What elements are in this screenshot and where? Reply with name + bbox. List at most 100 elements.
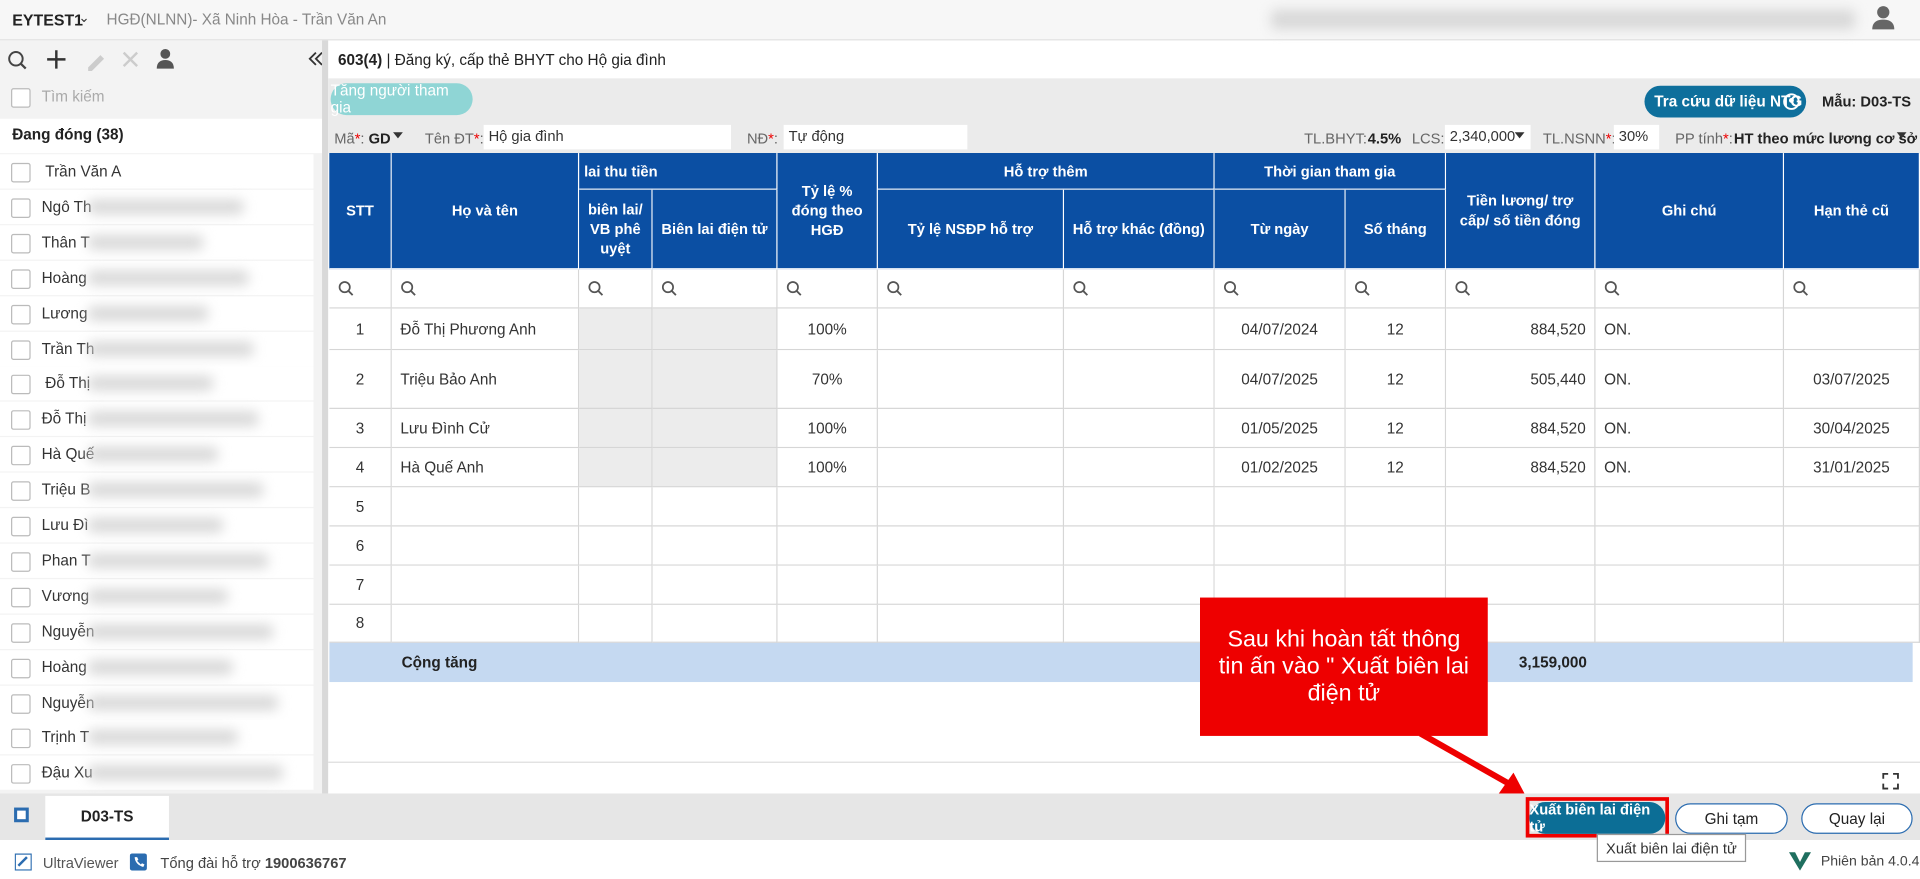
field-input[interactable]: Hộ gia đình [483,124,732,150]
item-checkbox[interactable] [11,445,31,466]
item-checkbox[interactable] [11,658,31,678]
filter-cell[interactable] [391,269,580,309]
version: Phiên bản 4.0.4 [1820,854,1920,870]
context: HGĐ(NLNN)- Xã Ninh Hòa - Trần Văn An [106,11,387,29]
select-all-checkbox[interactable] [11,88,31,108]
field-value[interactable]: GD [368,129,391,147]
item-checkbox[interactable] [11,233,31,254]
item-name[interactable]: Trần Văn A [45,162,122,181]
app-name[interactable]: EYTEST1 [12,11,84,30]
item-checkbox[interactable] [11,693,31,714]
required-mark: * [354,129,361,147]
filter-cell[interactable] [579,269,653,309]
filter-cell[interactable] [1446,269,1596,309]
column-header: Biên lai điện tử [652,189,778,270]
table-cell [1446,487,1596,527]
dropdown-arrow[interactable] [1896,132,1907,139]
back-button[interactable]: Quay lại [1801,803,1913,834]
item-checkbox[interactable] [11,516,31,537]
dropdown-arrow[interactable] [1514,132,1525,139]
blurred-name [88,447,218,462]
item-checkbox[interactable] [11,269,31,289]
form-name: | Đăng ký, cấp thẻ BHYT cho Hộ gia đình [386,51,666,69]
table-cell: ON. [1595,408,1785,449]
user-icon[interactable] [1871,5,1895,32]
fullscreen-icon[interactable] [1882,772,1899,790]
table-cell [1064,565,1215,605]
table-cell [877,448,1065,488]
item-checkbox[interactable] [11,198,31,218]
save-draft-button[interactable]: Ghi tạm [1675,803,1788,834]
item-name[interactable]: Hà Quế [41,445,95,464]
item-name[interactable]: Ngô Th [41,198,92,216]
item-checkbox[interactable] [11,587,31,608]
item-name[interactable]: Hoàng [41,269,87,287]
item-checkbox[interactable] [11,481,31,501]
item-name[interactable]: Vương [41,587,90,605]
table-cell [1064,487,1215,527]
item-name[interactable]: Triệu B [41,481,91,499]
field-input[interactable]: Tự động [783,124,968,150]
item-checkbox[interactable] [11,339,31,360]
table-cell [777,487,878,527]
table-cell: 5 [329,487,392,527]
item-name[interactable]: Phan T [41,552,91,570]
add-participant-button[interactable]: Tăng người tham gia [330,82,473,116]
filter-cell[interactable] [1784,269,1920,309]
item-checkbox[interactable] [11,764,31,785]
item-name[interactable]: Đỗ Thị [45,375,91,393]
table-cell [777,565,878,605]
table-cell [652,350,778,409]
item-checkbox[interactable] [11,410,31,431]
lookup-button[interactable]: Tra cứu dữ liệu NTG [1644,85,1807,118]
item-name[interactable]: Thân T [41,233,90,251]
item-name[interactable]: Đỗ Thị [41,410,87,428]
filter-cell[interactable] [329,269,392,309]
item-checkbox[interactable] [11,304,31,324]
filter-cell[interactable] [1345,269,1447,309]
group-label[interactable]: Đang đóng (38) [12,126,123,143]
table-cell: 8 [329,604,392,643]
dropdown-arrow[interactable] [393,132,403,139]
item-checkbox[interactable] [11,729,31,749]
item-checkbox[interactable] [11,552,31,572]
table-cell [391,487,580,527]
field-value[interactable]: 4.5% [1367,129,1402,147]
filter-cell[interactable] [1595,269,1785,309]
field-input[interactable]: 30% [1613,124,1660,150]
item-name[interactable]: Nguyễn [41,622,95,641]
label-colon: : [360,129,365,147]
table-cell [1064,448,1215,488]
filter-cell[interactable] [777,269,878,309]
item-name[interactable]: Lưu Đì [41,516,89,534]
filter-cell[interactable] [1214,269,1346,309]
item-checkbox[interactable] [11,375,31,395]
field-value[interactable]: HT theo mức lương cơ sở [1733,129,1918,147]
column-header: Hỗ trợ khác (đồng) [1064,189,1215,270]
tab[interactable]: D03-TS [45,795,169,841]
table-cell: 884,520 [1446,308,1596,351]
filter-cell[interactable] [877,269,1065,309]
table-cell [391,526,580,566]
sidebar-search[interactable]: Tìm kiếm [41,88,105,106]
label-text: PP tính [1675,129,1724,147]
item-name[interactable]: Đậu Xu [41,764,93,782]
table-cell [1784,308,1920,351]
item-name[interactable]: Nguyễn [41,693,95,711]
filter-cell[interactable] [652,269,778,309]
column-header: STT [329,153,392,270]
item-name[interactable]: Lương [41,304,88,322]
export-receipt-button[interactable]: Xuất biên lai điện tử [1529,801,1666,835]
remote-label[interactable]: UltraViewer [42,854,119,872]
filter-icon [1793,281,1808,296]
item-name[interactable]: Trần Th [41,339,95,357]
item-checkbox[interactable] [11,162,31,183]
filter-cell[interactable] [1064,269,1215,309]
label-colon: : [479,129,484,147]
item-name[interactable]: Hoàng [41,658,87,676]
column-header: Số tháng [1345,189,1447,270]
table-cell [391,565,580,605]
lookup-label: Tra cứu dữ liệu NTG [1654,93,1803,111]
item-name[interactable]: Trịnh T [41,729,90,747]
item-checkbox[interactable] [11,622,31,643]
